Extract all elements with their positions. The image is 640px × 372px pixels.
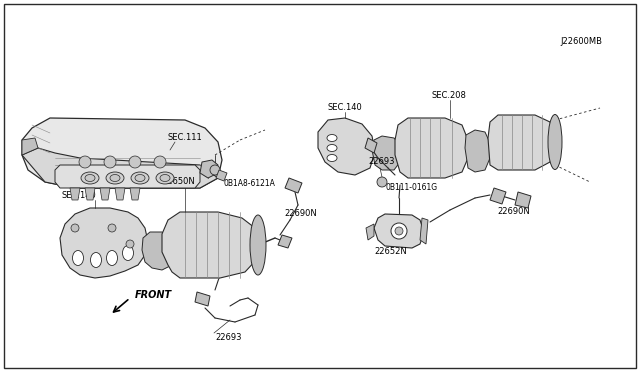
Polygon shape [22,148,218,188]
Polygon shape [60,208,148,278]
Polygon shape [374,214,424,248]
Circle shape [71,224,79,232]
Circle shape [391,223,407,239]
Polygon shape [366,224,374,240]
Ellipse shape [250,215,266,275]
Ellipse shape [327,135,337,141]
Polygon shape [195,292,210,306]
Text: 22652N: 22652N [374,247,407,257]
Polygon shape [365,138,377,153]
Polygon shape [372,136,400,170]
Polygon shape [115,188,125,200]
Polygon shape [200,160,218,178]
Polygon shape [22,118,222,188]
Polygon shape [278,235,292,248]
Polygon shape [318,118,375,175]
Polygon shape [70,188,80,200]
Ellipse shape [106,172,124,184]
Circle shape [126,240,134,248]
Circle shape [104,156,116,168]
Polygon shape [22,138,38,155]
Text: SEC.208: SEC.208 [158,167,193,176]
Ellipse shape [90,253,102,267]
Polygon shape [465,130,490,172]
Polygon shape [515,192,531,208]
Ellipse shape [327,144,337,151]
Circle shape [377,177,387,187]
Text: 0B111-0161G: 0B111-0161G [385,183,437,192]
Ellipse shape [81,172,99,184]
Ellipse shape [72,250,83,266]
Polygon shape [395,118,468,178]
Text: 22690N: 22690N [497,208,530,217]
Text: SEC.111: SEC.111 [168,134,203,142]
Polygon shape [130,188,140,200]
Text: 22693: 22693 [368,157,394,167]
Circle shape [129,156,141,168]
Text: SEC.208: SEC.208 [432,92,467,100]
Text: 0B1A8-6121A: 0B1A8-6121A [223,179,275,187]
Circle shape [108,224,116,232]
Polygon shape [162,212,260,278]
Ellipse shape [122,246,134,260]
Text: SEC.140: SEC.140 [328,103,363,112]
Text: 22650N: 22650N [163,177,195,186]
Circle shape [79,156,91,168]
Ellipse shape [110,174,120,182]
Ellipse shape [131,172,149,184]
Polygon shape [216,170,227,181]
Circle shape [154,156,166,168]
Ellipse shape [135,174,145,182]
Polygon shape [488,115,555,170]
Polygon shape [420,218,428,244]
Polygon shape [490,188,506,204]
Polygon shape [100,188,110,200]
Circle shape [210,165,220,175]
Text: 22690N: 22690N [284,208,317,218]
Text: FRONT: FRONT [135,290,172,300]
Polygon shape [142,232,175,270]
Ellipse shape [160,174,170,182]
Polygon shape [285,178,302,193]
Ellipse shape [156,172,174,184]
Ellipse shape [106,250,118,266]
Ellipse shape [327,154,337,161]
Text: 22693: 22693 [215,333,241,341]
Text: SEC.140: SEC.140 [62,192,97,201]
Ellipse shape [548,115,562,170]
Circle shape [395,227,403,235]
Ellipse shape [85,174,95,182]
Polygon shape [85,188,95,200]
Polygon shape [55,165,200,188]
Text: J22600MB: J22600MB [560,38,602,46]
